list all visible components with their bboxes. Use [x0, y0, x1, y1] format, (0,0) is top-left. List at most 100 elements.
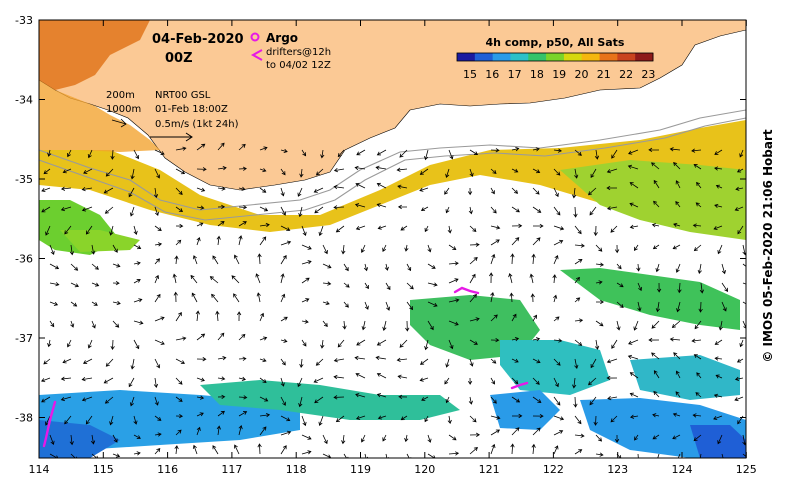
current-arrow [447, 225, 452, 234]
current-arrow [49, 301, 59, 306]
current-arrow [448, 298, 460, 303]
current-arrow [490, 429, 501, 436]
current-arrow [195, 310, 200, 322]
current-arrow [573, 396, 578, 408]
current-arrow [211, 293, 219, 303]
current-arrow [133, 244, 142, 250]
colorbar-swatch [546, 53, 565, 61]
current-arrow [233, 293, 240, 303]
current-arrow [174, 445, 179, 455]
current-arrow [677, 282, 682, 294]
current-arrow [397, 204, 408, 210]
current-arrow [553, 225, 565, 231]
y-axis: -33 -34 -35 -36 -37 -38 [15, 14, 746, 425]
current-arrow [721, 263, 727, 275]
current-arrow [490, 396, 497, 404]
current-arrow [322, 301, 330, 306]
current-arrow [574, 415, 582, 425]
current-arrow [257, 443, 262, 455]
current-arrow [614, 244, 620, 254]
current-arrow [606, 206, 618, 211]
current-arrow [590, 358, 597, 369]
current-arrow [153, 187, 159, 199]
current-arrow [217, 356, 227, 361]
current-arrow [742, 282, 746, 285]
current-arrow [717, 434, 723, 445]
current-arrow [691, 338, 702, 343]
current-arrow [553, 254, 559, 265]
current-arrow [154, 206, 159, 216]
current-arrow [672, 434, 681, 440]
current-arrow [399, 339, 408, 348]
current-arrow [175, 311, 182, 322]
current-arrow [212, 445, 219, 455]
current-arrow [333, 168, 345, 173]
current-arrow [421, 396, 429, 401]
current-arrow [721, 282, 729, 292]
current-arrow [376, 182, 387, 189]
scale-arrow-icon [150, 132, 193, 142]
current-arrow [85, 415, 93, 425]
current-arrow [427, 282, 438, 287]
current-arrow [574, 433, 585, 438]
current-arrow [629, 414, 639, 419]
current-arrow [217, 204, 226, 210]
current-arrow [655, 263, 660, 273]
current-arrow [217, 186, 226, 191]
current-arrow [574, 168, 579, 179]
current-arrow [616, 301, 624, 308]
current-arrow [467, 187, 473, 196]
current-arrow [133, 279, 141, 284]
current-arrow [66, 339, 72, 348]
argo-legend: Argo drifters@12h to 04/02 12Z [250, 31, 331, 71]
current-arrow [133, 320, 144, 325]
current-arrow [196, 187, 206, 192]
current-arrow [427, 434, 432, 443]
current-arrow [553, 338, 563, 343]
current-arrow [737, 225, 744, 235]
current-arrow [301, 260, 312, 265]
current-arrow [238, 395, 248, 400]
current-arrow [49, 244, 55, 255]
current-arrow [216, 425, 221, 436]
current-arrow [320, 149, 325, 159]
current-arrow [301, 225, 307, 237]
current-arrow [385, 453, 389, 458]
current-arrow [87, 149, 93, 159]
current-arrow [175, 396, 183, 402]
current-arrow [355, 415, 366, 420]
current-arrow [595, 434, 603, 442]
current-arrow [112, 244, 118, 253]
current-arrow [511, 413, 523, 419]
current-arrow [175, 168, 186, 175]
current-arrow [629, 202, 639, 208]
current-arrow [469, 257, 478, 265]
current-arrow [699, 453, 702, 458]
current-arrow [104, 396, 114, 404]
x-tick-label: 118 [286, 463, 307, 476]
current-arrow [280, 338, 288, 343]
current-arrow [43, 358, 51, 365]
current-arrow [469, 168, 474, 178]
current-arrow [714, 166, 723, 171]
current-arrow [656, 282, 662, 293]
colorbar-swatch [474, 53, 494, 61]
current-arrow [314, 396, 324, 404]
current-arrow [445, 396, 450, 404]
current-arrow [553, 415, 565, 421]
current-arrow [105, 168, 114, 177]
colorbar: 15 16 17 18 19 20 21 22 23 [456, 52, 655, 81]
current-arrow [553, 316, 560, 322]
current-arrow [377, 415, 387, 420]
current-arrow [354, 203, 366, 208]
current-arrow [175, 358, 186, 365]
current-arrow [448, 320, 459, 326]
land-shade [39, 20, 150, 90]
current-arrow [49, 434, 55, 446]
current-arrow [298, 206, 303, 218]
current-arrow [47, 339, 52, 348]
current-arrow [469, 149, 479, 156]
current-arrow [595, 452, 604, 457]
current-arrow [629, 182, 639, 189]
current-arrow [190, 274, 198, 284]
